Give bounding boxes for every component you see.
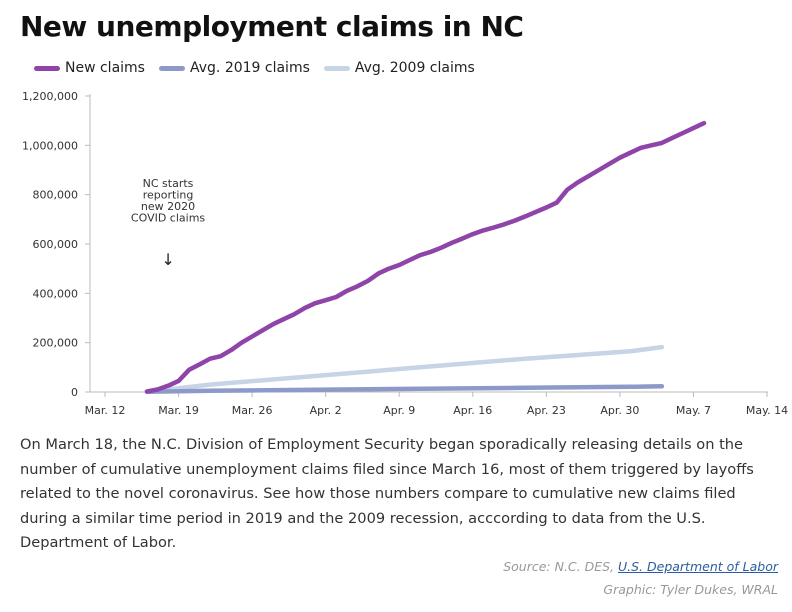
annotation-text-line: new 2020 (141, 200, 195, 213)
series-line-avg-2009 (144, 344, 665, 395)
x-tick-label: Apr. 9 (383, 404, 415, 417)
source-line: Source: N.C. DES, U.S. Department of Lab… (503, 559, 778, 574)
series-line-new-claims (144, 120, 707, 394)
legend-swatch (158, 65, 185, 71)
line-chart: 0 200,000 400,000 600,000 800,000 1,000,000 1,… (22, 90, 788, 417)
x-tick-label: Mar. 19 (158, 404, 199, 417)
graphic-credit: Graphic: Tyler Dukes, WRAL (603, 582, 778, 597)
annotation-text-line: NC starts (143, 177, 194, 190)
annotation-text-line: reporting (143, 189, 194, 202)
y-tick-label: 600,000 (33, 238, 79, 251)
y-tick-label: 800,000 (33, 189, 79, 202)
series-line-avg-2019 (144, 384, 665, 395)
y-tick-label: 1,200,000 (22, 90, 78, 103)
y-tick-label: 200,000 (33, 337, 79, 350)
legend-label: New claims (65, 60, 145, 76)
annotation-arrow: ↓ (161, 250, 174, 269)
legend-label: Avg. 2009 claims (354, 60, 475, 76)
legend-item-avg-2009[interactable]: Avg. 2009 claims (323, 60, 475, 76)
x-tick-label: Mar. 12 (85, 404, 126, 417)
x-tick-label: Apr. 23 (527, 404, 566, 417)
legend-swatch (34, 65, 60, 71)
x-tick-label: May. 14 (746, 404, 788, 417)
source-prefix: Source: N.C. DES, (503, 559, 618, 574)
y-tick-label: 1,000,000 (22, 139, 78, 152)
chart-legend: New claims Avg. 2019 claims Avg. 2009 cl… (34, 60, 489, 76)
chart-description: On March 18, the N.C. Division of Employ… (20, 436, 754, 551)
x-tick-label: Apr. 2 (310, 404, 342, 417)
x-tick-label: May. 7 (676, 404, 711, 417)
x-tick-label: Apr. 30 (600, 404, 639, 417)
y-tick-label: 400,000 (33, 287, 79, 300)
y-tick-label: 0 (71, 386, 78, 399)
source-link[interactable]: U.S. Department of Labor (618, 559, 778, 574)
legend-item-avg-2019[interactable]: Avg. 2019 claims (158, 60, 310, 76)
annotation-text-line: COVID claims (131, 212, 205, 225)
legend-item-new-claims[interactable]: New claims (34, 60, 145, 76)
x-tick-label: Mar. 26 (232, 404, 273, 417)
x-tick-label: Apr. 16 (453, 404, 492, 417)
legend-label: Avg. 2019 claims (189, 60, 310, 76)
legend-swatch (323, 65, 350, 71)
page-title: New unemployment claims in NC (20, 10, 524, 43)
